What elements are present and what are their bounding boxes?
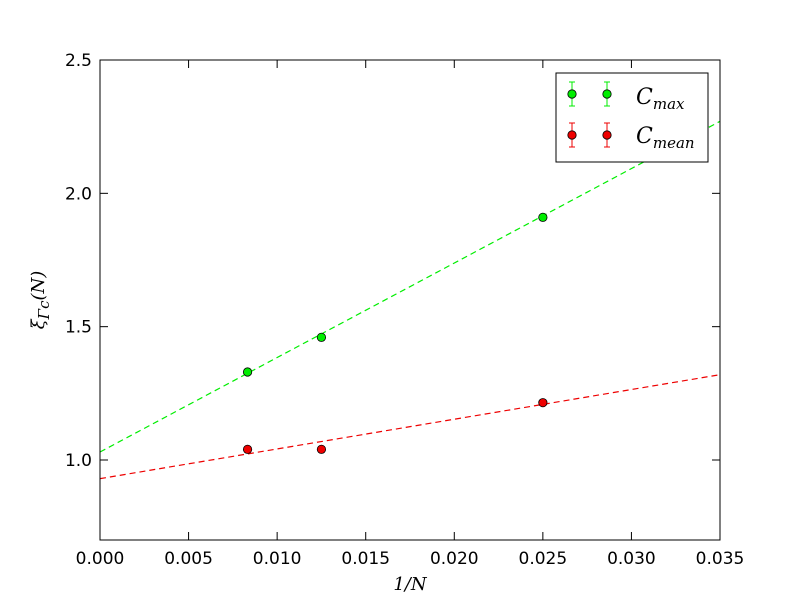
data-point-cmax: [316, 332, 327, 342]
legend-marker: [567, 122, 577, 148]
legend-label-sub: max: [653, 95, 685, 113]
y-axis: 1.0 1.5 2.0 2.5: [65, 51, 720, 471]
data-point-cmean: [242, 444, 253, 454]
data-point-cmean: [538, 398, 548, 408]
x-tick-label: 0.020: [430, 549, 479, 569]
legend: Cmax Cmean: [555, 72, 709, 163]
data-point-cmean: [316, 444, 327, 454]
x-tick-label: 0.005: [164, 549, 213, 569]
legend-marker: [602, 81, 612, 107]
plot-frame: [99, 59, 721, 541]
y-axis-label-rest: (N): [28, 271, 49, 301]
legend-box: [555, 72, 709, 163]
y-tick-label: 1.0: [65, 451, 92, 471]
x-tick-label: 0.015: [341, 549, 390, 569]
x-axis-label: 1/N: [393, 574, 428, 595]
legend-entry-cmean: Cmean: [567, 122, 695, 152]
data-point-cmax: [538, 212, 548, 222]
y-axis-label: ξΓc(N): [28, 271, 53, 330]
fit-lines: [100, 120, 720, 480]
legend-marker: [602, 122, 612, 148]
fit-line-cmean: [100, 374, 720, 480]
x-axis: 0.000 0.005 0.010 0.015 0.020 0.025 0.030 0.035: [76, 60, 745, 569]
x-tick-label: 0.000: [76, 549, 125, 569]
y-axis-label-sub: Γc: [35, 300, 53, 320]
svg-text:Cmax: Cmax: [636, 85, 685, 113]
data-point-cmax: [242, 367, 253, 377]
legend-label-main: C: [636, 124, 653, 149]
fit-line-cmax: [100, 120, 720, 453]
x-tick-label: 0.030: [607, 549, 656, 569]
legend-label-sub: mean: [653, 134, 695, 152]
x-tick-label: 0.025: [519, 549, 568, 569]
x-tick-label: 0.035: [696, 549, 745, 569]
x-tick-label: 0.010: [253, 549, 302, 569]
legend-entry-cmax: Cmax: [567, 81, 685, 113]
svg-text:Cmean: Cmean: [636, 124, 695, 152]
legend-label-main: C: [636, 85, 653, 110]
y-axis-label-main: ξ: [28, 318, 49, 329]
y-tick-label: 2.5: [65, 51, 92, 71]
y-tick-label: 2.0: [65, 184, 92, 204]
legend-marker: [567, 81, 577, 107]
data-points: [242, 212, 548, 454]
y-tick-label: 1.5: [65, 318, 92, 338]
